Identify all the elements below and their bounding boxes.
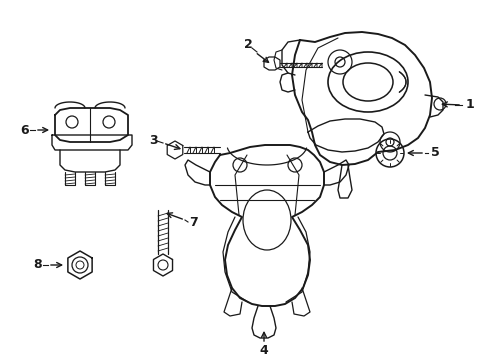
Text: 8: 8	[34, 258, 42, 271]
Text: 2: 2	[244, 39, 252, 51]
Text: 1: 1	[466, 99, 474, 112]
Text: 4: 4	[260, 343, 269, 356]
Text: 6: 6	[21, 123, 29, 136]
Text: 3: 3	[148, 134, 157, 147]
Text: 5: 5	[431, 147, 440, 159]
Text: 7: 7	[189, 216, 197, 230]
